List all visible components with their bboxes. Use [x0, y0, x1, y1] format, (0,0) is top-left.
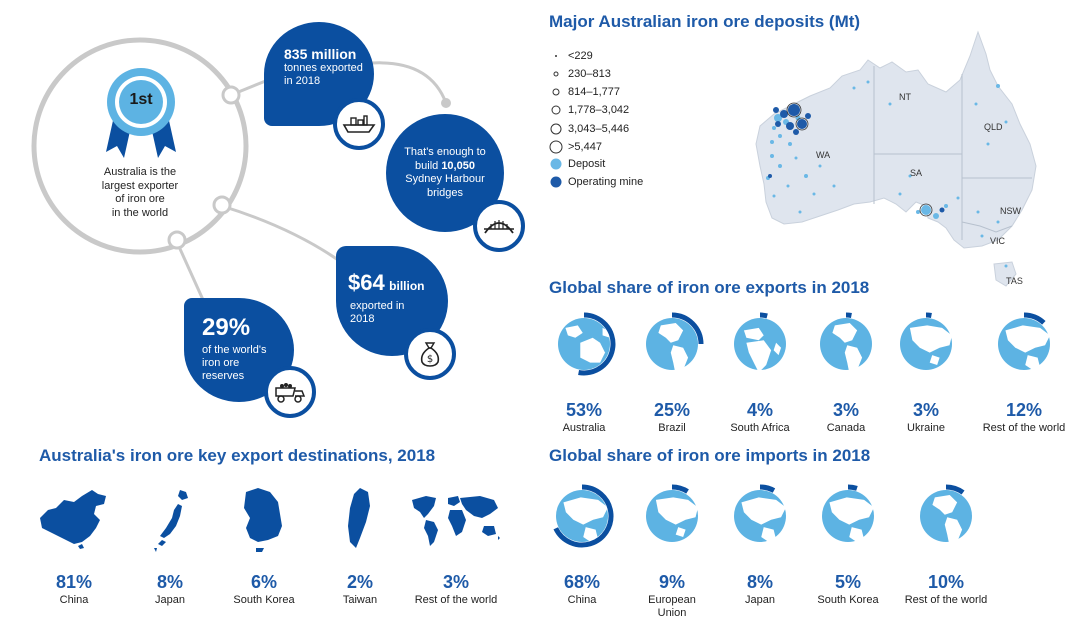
import-globe-china-icon [550, 484, 614, 553]
export-globe-ukraine-icon [894, 312, 958, 381]
rank-badge-text: 1st [129, 91, 153, 108]
destination-share-value: 3% [442, 572, 469, 592]
region-label-vic: VIC [990, 236, 1006, 246]
exports-volume-value: 835 million [284, 46, 357, 62]
export-share-value: 3% [832, 400, 859, 420]
rank-caption: Australia is the largest exporter of iro… [101, 166, 179, 219]
destination-label: South Korea [233, 594, 295, 606]
taiwan-map-icon [348, 488, 370, 548]
legend-item: >5,447 [548, 139, 602, 155]
bridge-icon [473, 200, 525, 252]
mainland-outline [755, 30, 1037, 249]
import-share-label: China [567, 594, 597, 606]
larger-circle-icon [548, 122, 564, 136]
legend-item: <229 [548, 50, 593, 62]
export-globe-south-africa-icon [728, 312, 792, 381]
medium-circle-icon [548, 87, 564, 97]
legend-item: Operating mine [548, 175, 643, 189]
reserves-value: 29% [202, 314, 251, 341]
export-share-title: Global share of iron ore exports in 2018 [549, 278, 870, 297]
bridges-count: 10,050 [441, 159, 475, 172]
import-share-label: European Union [648, 594, 696, 618]
import-share-label: South Korea [817, 594, 879, 606]
south-korea-map-icon [244, 488, 282, 552]
destination-share-value: 8% [156, 572, 183, 592]
destinations-title: Australia's iron ore key export destinat… [39, 446, 436, 465]
export-share-label: South Africa [730, 422, 790, 434]
tasmania-outline [993, 261, 1017, 287]
china-map-icon [40, 490, 106, 549]
connector-lines [31, 37, 451, 303]
import-globe-japan-icon [728, 484, 792, 553]
export-globe-brazil-icon [640, 312, 704, 381]
export-value-amount: $64 [348, 270, 385, 295]
deposit-dot-icon [548, 157, 564, 171]
import-share-label: Rest of the world [904, 594, 988, 606]
destination-label: Taiwan [342, 594, 378, 606]
world-map-icon [412, 496, 500, 546]
ship-icon [333, 98, 385, 150]
export-share-label: Canada [826, 422, 866, 434]
region-label-nsw: NSW [1000, 206, 1021, 216]
export-share-value: 12% [1005, 400, 1043, 420]
import-share-value: 8% [746, 572, 773, 592]
legend-item: 230–813 [548, 68, 611, 80]
import-share-value: 5% [834, 572, 861, 592]
operating-mine-markers [768, 104, 945, 213]
region-label-wa: WA [816, 150, 831, 160]
destination-share-value: 6% [250, 572, 277, 592]
region-label-nt: NT [899, 92, 911, 102]
import-share-label: Japan [745, 594, 775, 606]
export-share-label: Australia [562, 422, 606, 434]
region-label-sa: SA [910, 168, 923, 178]
destination-label: Japan [155, 594, 185, 606]
money-bag-icon: $ [404, 328, 456, 380]
import-globe-rest-of-the-world-icon [914, 484, 978, 553]
region-label-tas: TAS [1006, 276, 1023, 286]
import-share-value: 9% [658, 572, 685, 592]
largest-circle-icon [548, 139, 564, 155]
export-share-label: Brazil [658, 422, 686, 434]
large-circle-icon [548, 104, 564, 116]
region-label-qld: QLD [984, 122, 1003, 132]
export-share-value: 3% [912, 400, 939, 420]
operating-mine-dot-icon [548, 175, 564, 189]
australia-map-icon [755, 30, 1037, 287]
import-share-title: Global share of iron ore imports in 2018 [549, 446, 871, 465]
import-globe-south-korea-icon [816, 484, 880, 553]
destination-share-value: 2% [346, 572, 373, 592]
export-share-value: 25% [653, 400, 691, 420]
export-share-value: 4% [746, 400, 773, 420]
tiny-dot-icon [548, 52, 564, 60]
export-share-value: 53% [565, 400, 603, 420]
japan-map-icon [154, 490, 188, 552]
destination-label: Rest of the world [414, 594, 498, 606]
legend-item: Deposit [548, 157, 605, 171]
deposits-map-title: Major Australian iron ore deposits (Mt) [549, 12, 861, 31]
deposit-markers [766, 80, 1008, 268]
import-share-value: 68% [563, 572, 601, 592]
destination-label: China [59, 594, 89, 606]
import-globe-european-union-icon [640, 484, 704, 553]
export-globe-rest-of-the-world-icon [992, 312, 1056, 381]
mine-truck-icon [264, 366, 316, 418]
svg-text:$: $ [427, 354, 433, 365]
import-share-value: 10% [927, 572, 965, 592]
export-share-label: Rest of the world [982, 422, 1066, 434]
small-circle-icon [548, 70, 564, 78]
legend-item: 814–1,777 [548, 86, 620, 98]
ribbon-badge-icon [106, 68, 176, 158]
destination-share-value: 81% [55, 572, 93, 592]
export-globe-australia-icon [552, 312, 616, 381]
legend-item: 1,778–3,042 [548, 104, 629, 116]
legend-item: 3,043–5,446 [548, 122, 629, 136]
export-globe-canada-icon [814, 312, 878, 381]
export-share-label: Ukraine [907, 422, 945, 434]
